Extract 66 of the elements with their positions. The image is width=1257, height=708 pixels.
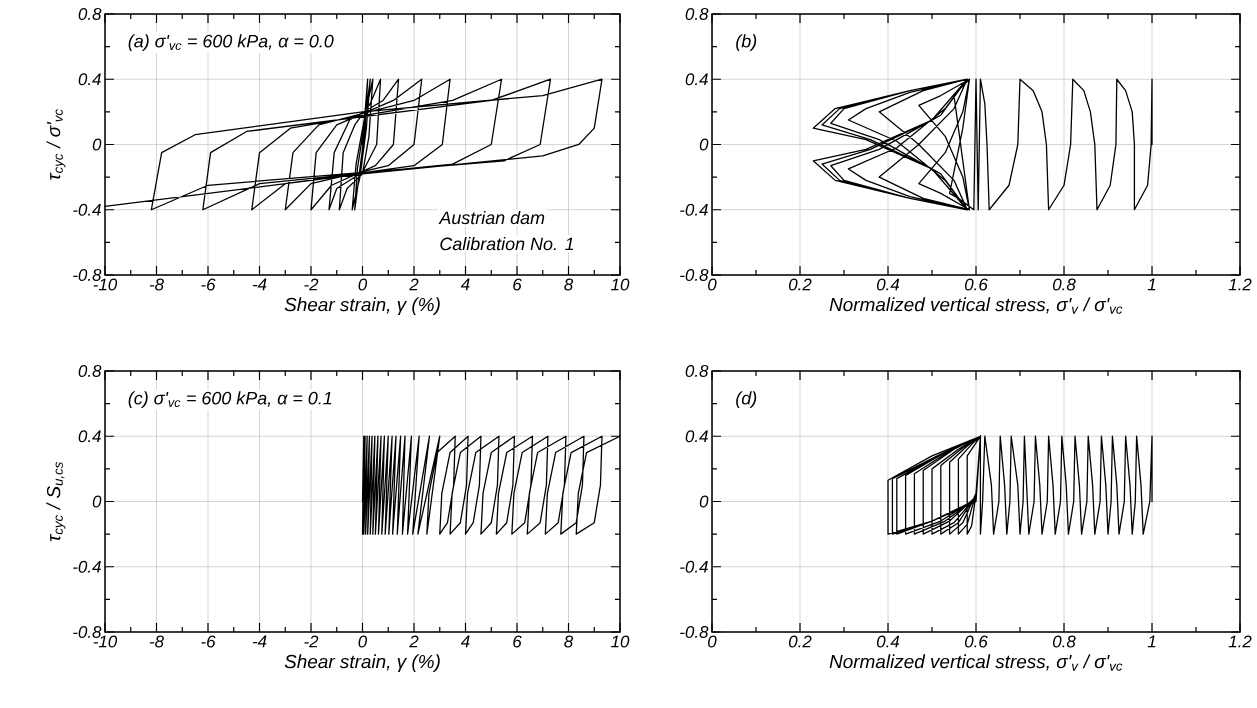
- x-tick-label: 0.2: [788, 278, 812, 291]
- x-tick-label: -6: [201, 278, 216, 291]
- y-tick-label: 0.4: [685, 430, 708, 443]
- y-tick-label: 0: [699, 138, 709, 151]
- x-axis-title: Normalized vertical stress, σ'$_{v}$ / σ'$_{vc}$: [829, 297, 1123, 314]
- x-tick-label: 10: [611, 278, 630, 291]
- y-tick-label: -0.4: [680, 203, 708, 216]
- x-tick-label: -4: [252, 635, 267, 648]
- x-tick-label: 0: [358, 278, 368, 291]
- x-tick-label: -8: [149, 278, 164, 291]
- y-tick-label: 0.8: [685, 7, 709, 20]
- x-axis-title: Shear strain, γ (%): [284, 654, 440, 672]
- text: (b): [736, 34, 757, 52]
- y-tick-label: 0: [699, 495, 709, 508]
- line-series: [812, 78, 1153, 211]
- x-tick-label: 10: [611, 635, 630, 648]
- x-tick-label: 0: [708, 278, 717, 291]
- y-axis-title: τ$_{cyc}$ / S$_{u,cs}$: [46, 461, 66, 542]
- x-tick-label: 1.2: [1228, 635, 1252, 648]
- x-tick-label: 0.6: [964, 278, 988, 291]
- x-tick-label: -6: [201, 635, 216, 648]
- y-tick-label: 0: [92, 138, 102, 151]
- text: (c) σ'$_{vc}$ = 600 kPa, α = 0.1: [128, 391, 332, 409]
- line-series: [887, 435, 1153, 535]
- y-tick-label: 0.4: [78, 73, 101, 86]
- y-tick-label: -0.8: [680, 626, 709, 638]
- y-tick-label: 0.8: [685, 364, 709, 377]
- y-tick-label: 0: [92, 495, 102, 508]
- text: (d): [736, 391, 757, 409]
- x-tick-label: -2: [304, 278, 319, 291]
- x-tick-label: 0.4: [876, 278, 900, 291]
- x-tick-label: 8: [564, 635, 574, 648]
- y-tick-label: 0.8: [78, 7, 102, 20]
- x-tick-label: 0.6: [964, 635, 988, 648]
- x-tick-label: 0.4: [876, 635, 900, 648]
- x-tick-label: -4: [252, 278, 267, 291]
- y-tick-label: -0.4: [680, 560, 708, 573]
- x-tick-label: 1: [1147, 278, 1156, 291]
- x-tick-label: -8: [149, 635, 164, 648]
- x-tick-label: 0: [358, 635, 368, 648]
- y-axis-title: τ$_{cyc}$ / σ'$_{vc}$: [46, 109, 66, 180]
- y-tick-label: 0.4: [78, 430, 101, 443]
- y-tick-label: -0.4: [73, 560, 101, 573]
- x-tick-label: -2: [304, 635, 319, 648]
- x-tick-label: 0.2: [788, 635, 812, 648]
- annotation: Austrian dam: [438, 210, 545, 225]
- x-tick-label: 0.8: [1052, 278, 1076, 291]
- x-tick-label: 8: [564, 278, 574, 291]
- y-tick-label: -0.8: [680, 269, 709, 281]
- x-tick-label: 6: [513, 635, 522, 648]
- x-tick-label: 2: [409, 278, 419, 291]
- x-tick-label: 0.8: [1052, 635, 1076, 648]
- x-tick-label: 1.2: [1228, 278, 1252, 291]
- x-axis-title: Shear strain, γ (%): [284, 297, 440, 315]
- annotation: Calibration No. 1: [440, 237, 574, 251]
- x-tick-label: 1: [1147, 635, 1156, 648]
- x-tick-label: 0: [708, 635, 717, 648]
- x-tick-label: 4: [460, 635, 470, 648]
- x-tick-label: 2: [409, 635, 419, 648]
- text: (a) σ'$_{vc}$ = 600 kPa, α = 0.0: [128, 34, 334, 52]
- x-axis-title: Normalized vertical stress, σ'$_{v}$ / σ'$_{vc}$: [829, 654, 1123, 671]
- y-tick-label: 0.8: [78, 364, 102, 377]
- x-tick-label: 6: [513, 278, 522, 291]
- y-tick-label: -0.4: [73, 203, 101, 216]
- x-tick-label: 4: [460, 278, 470, 291]
- y-tick-label: 0.4: [685, 73, 708, 86]
